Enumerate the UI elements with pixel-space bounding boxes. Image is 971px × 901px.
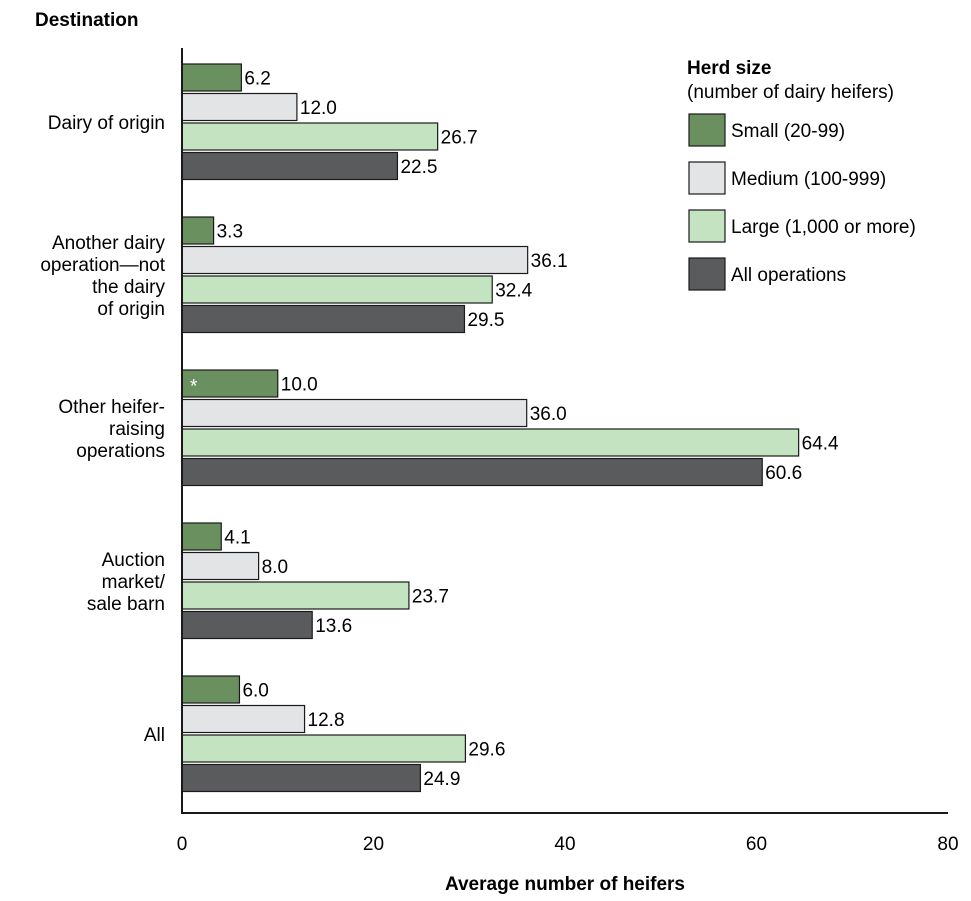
bar-large-1-000-or-more-2 bbox=[181, 275, 493, 304]
legend-title: Herd size bbox=[687, 58, 771, 79]
bar-medium-100-999-4 bbox=[181, 551, 260, 581]
x-tick-labels: 0 20 40 60 80 bbox=[177, 834, 959, 855]
category-label-4-line-3: sale barn bbox=[87, 594, 165, 615]
category-label-3-line-3: operations bbox=[76, 441, 165, 462]
category-label-2-line-4: of origin bbox=[97, 299, 165, 320]
bar-medium-100-999-2 bbox=[181, 245, 529, 275]
legend-swatch-all-operations bbox=[688, 257, 726, 291]
x-axis-title: Average number of heifers bbox=[445, 874, 685, 895]
legend-swatch-small-20-99 bbox=[688, 113, 726, 147]
category-labels: Dairy of origin Another dairyoperation—no… bbox=[40, 113, 165, 746]
category-label-2-line-2: operation—not bbox=[40, 255, 165, 276]
category-label-4-line-1: Auction bbox=[102, 550, 165, 571]
x-tick-label-20: 20 bbox=[363, 834, 384, 855]
legend-label-small-20-99: Small (20-99) bbox=[731, 121, 845, 142]
value-label-small-20-99-4: 4.1 bbox=[224, 528, 250, 549]
bar-small-20-99-1 bbox=[181, 63, 242, 92]
category-label-1-line-1: Dairy of origin bbox=[48, 113, 165, 134]
value-label-large-1-000-or-more-4: 23.7 bbox=[412, 587, 449, 608]
bar-medium-100-999-3 bbox=[181, 398, 528, 428]
x-tick-label-0: 0 bbox=[177, 834, 188, 855]
value-label-all-operations-3: 60.6 bbox=[765, 463, 802, 484]
legend-subtitle: (number of dairy heifers) bbox=[687, 82, 894, 103]
value-label-medium-100-999-3: 36.0 bbox=[530, 404, 567, 425]
legend-label-large-1-000-or-more: Large (1,000 or more) bbox=[731, 217, 916, 238]
value-label-medium-100-999-1: 12.0 bbox=[300, 98, 337, 119]
value-label-medium-100-999-5: 12.8 bbox=[308, 710, 345, 731]
value-label-small-20-99-1: 6.2 bbox=[244, 69, 270, 90]
value-label-small-20-99-5: 6.0 bbox=[242, 681, 268, 702]
value-label-all-operations-2: 29.5 bbox=[467, 310, 504, 331]
value-label-medium-100-999-4: 8.0 bbox=[262, 557, 288, 578]
category-label-5-line-1: All bbox=[144, 725, 165, 746]
bar-large-1-000-or-more-3 bbox=[181, 428, 800, 457]
legend-swatch-medium-100-999 bbox=[688, 161, 726, 195]
category-label-4-line-2: market/ bbox=[102, 572, 166, 593]
value-label-all-operations-4: 13.6 bbox=[315, 616, 352, 637]
bar-medium-100-999-5 bbox=[181, 704, 306, 734]
bar-all-operations-5 bbox=[181, 763, 422, 793]
legend-label-all-operations: All operations bbox=[731, 265, 846, 286]
value-label-all-operations-1: 22.5 bbox=[400, 157, 437, 178]
value-label-large-1-000-or-more-5: 29.6 bbox=[468, 740, 505, 761]
legend: Herd size (number of dairy heifers) Smal… bbox=[687, 58, 916, 291]
x-tick-label-60: 60 bbox=[746, 834, 767, 855]
category-label-2-line-1: Another dairy bbox=[52, 233, 166, 254]
x-tick-label-40: 40 bbox=[554, 834, 575, 855]
bar-note-marker-3: * bbox=[190, 377, 198, 398]
value-label-all-operations-5: 24.9 bbox=[423, 769, 460, 790]
bar-medium-100-999-1 bbox=[181, 92, 298, 122]
bar-small-20-99-4 bbox=[181, 522, 222, 551]
value-label-small-20-99-2: 3.3 bbox=[217, 222, 243, 243]
legend-label-medium-100-999: Medium (100-999) bbox=[731, 169, 886, 190]
bar-small-20-99-3 bbox=[181, 369, 279, 398]
bar-large-1-000-or-more-1 bbox=[181, 122, 439, 151]
bars-group: 6.2 12.0 26.722.5 3.3 36.1 32.4 29.5 * 10.0 36.0 6… bbox=[181, 63, 839, 793]
value-label-medium-100-999-2: 36.1 bbox=[531, 251, 568, 272]
y-axis-title: Destination bbox=[35, 10, 138, 31]
bar-all-operations-3 bbox=[181, 457, 763, 487]
category-label-3-line-1: Other heifer- bbox=[58, 397, 165, 418]
category-label-2-line-3: the dairy bbox=[92, 277, 165, 298]
bar-all-operations-2 bbox=[181, 304, 466, 334]
bar-small-20-99-5 bbox=[181, 675, 241, 704]
bar-all-operations-1 bbox=[181, 151, 399, 181]
value-label-large-1-000-or-more-2: 32.4 bbox=[495, 281, 532, 302]
bar-small-20-99-2 bbox=[181, 216, 215, 245]
value-label-large-1-000-or-more-1: 26.7 bbox=[441, 128, 478, 149]
value-label-large-1-000-or-more-3: 64.4 bbox=[802, 434, 839, 455]
bar-large-1-000-or-more-5 bbox=[181, 734, 467, 763]
bar-all-operations-4 bbox=[181, 610, 313, 640]
category-label-3-line-2: raising bbox=[109, 419, 165, 440]
x-tick-label-80: 80 bbox=[937, 834, 958, 855]
legend-swatch-large-1-000-or-more bbox=[688, 209, 726, 243]
legend-items: Small (20-99) Medium (100-999) Large (1,00… bbox=[688, 113, 916, 291]
bar-large-1-000-or-more-4 bbox=[181, 581, 410, 610]
value-label-small-20-99-3: 10.0 bbox=[281, 375, 318, 396]
